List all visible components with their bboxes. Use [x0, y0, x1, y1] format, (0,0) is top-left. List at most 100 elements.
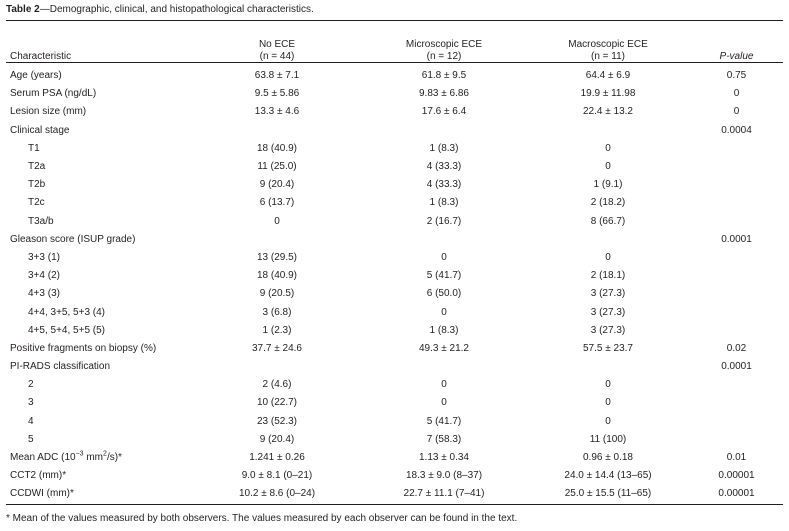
- cell-macro-ece: 11 (100): [589, 433, 627, 445]
- row-label-text: 4+4, 3+5, 5+3 (4): [28, 306, 106, 318]
- cell-micro-ece: 4 (33.3): [426, 161, 462, 173]
- row-label-text: T2c: [28, 197, 45, 209]
- table-row: Lesion size (mm) 13.3 ± 4.6 17.6 ± 6.4 22.4…: [6, 103, 783, 121]
- row-label-text: 4: [28, 415, 34, 427]
- header-micro-ece: Microscopic ECE (n = 12): [362, 27, 526, 63]
- cell-micro-ece: 1 (8.3): [429, 324, 459, 336]
- cell-macro-ece: 57.5 ± 23.7: [583, 342, 633, 354]
- row-label-text: Age (years): [10, 70, 62, 82]
- row-label-text: Mean ADC (10: [10, 452, 76, 464]
- cell-micro-ece: [362, 231, 526, 249]
- cell-macro-ece: 0: [605, 161, 611, 173]
- header-macro-ece-title: Macroscopic ECE: [568, 39, 648, 50]
- row-label: 3+4 (2): [6, 267, 192, 285]
- cell-no-ece: [192, 122, 362, 140]
- row-label: Gleason score (ISUP grade): [6, 231, 192, 249]
- row-label: Mean ADC (10−3 mm2/s)*: [6, 449, 192, 467]
- cell-no-ece: 9 (20.4): [259, 433, 295, 445]
- row-label-text: CCT2 (mm)*: [10, 470, 67, 482]
- row-label-text: 2: [28, 379, 34, 391]
- cell-p-value: [690, 322, 783, 340]
- cell-no-ece: 63.8 ± 7.1: [254, 70, 300, 82]
- table-footnote: * Mean of the values measured by both ob…: [6, 513, 518, 524]
- cell-micro-ece: 17.6 ± 6.4: [421, 106, 467, 118]
- cell-macro-ece: 3 (27.3): [590, 288, 626, 300]
- table-row: T2a 11 (25.0) 4 (33.3) 0: [6, 158, 783, 176]
- header-p-value: P-value: [719, 51, 754, 62]
- table-row: CCT2 (mm)* 9.0 ± 8.1 (0–21) 18.3 ± 9.0 (8–…: [6, 467, 783, 485]
- row-label-exponent: −3: [75, 450, 84, 458]
- row-label-suffix: /s)*: [106, 452, 122, 464]
- table-row: CCDWI (mm)* 10.2 ± 8.6 (0–24) 22.7 ± 11.1 …: [6, 485, 783, 503]
- cell-p-value: 0: [733, 106, 740, 118]
- table-row: 5 9 (20.4) 7 (58.3) 11 (100): [6, 431, 783, 449]
- row-label-text: 3+4 (2): [28, 270, 60, 282]
- row-label: 2: [6, 376, 192, 394]
- cell-no-ece: 2 (4.6): [262, 379, 292, 391]
- row-label-text: T2a: [28, 161, 46, 173]
- cell-no-ece: 23 (52.3): [256, 415, 298, 427]
- top-rule: [6, 20, 783, 21]
- cell-micro-ece: 9.83 ± 6.86: [419, 88, 469, 100]
- row-label: 3: [6, 394, 192, 412]
- cell-no-ece: 37.7 ± 24.6: [252, 342, 302, 354]
- cell-p-value: 0.0004: [721, 124, 752, 136]
- cell-macro-ece: 2 (18.2): [590, 197, 626, 209]
- cell-micro-ece: 0: [441, 379, 447, 391]
- table-row: Age (years) 63.8 ± 7.1 61.8 ± 9.5 64.4 ± 6.…: [6, 63, 783, 85]
- table-caption: Table 2—Demographic, clinical, and histo…: [6, 3, 314, 17]
- cell-micro-ece: 6 (50.0): [426, 288, 462, 300]
- cell-p-value: 0.00001: [718, 488, 755, 500]
- cell-macro-ece: 0: [605, 397, 611, 409]
- row-label: Lesion size (mm): [6, 103, 192, 121]
- cell-no-ece: 1.241 ± 0.26: [249, 452, 305, 464]
- cell-p-value: [690, 394, 783, 412]
- header-no-ece: No ECE (n = 44): [192, 27, 362, 63]
- row-label: 3+3 (1): [6, 249, 192, 267]
- row-label: T1: [6, 140, 192, 158]
- cell-p-value: [690, 194, 783, 212]
- row-label: T2a: [6, 158, 192, 176]
- table-row: 3+4 (2) 18 (40.9) 5 (41.7) 2 (18.1): [6, 267, 783, 285]
- row-label: Clinical stage: [6, 122, 192, 140]
- cell-no-ece: [192, 231, 362, 249]
- cell-macro-ece: 0: [605, 251, 611, 263]
- header-no-ece-title: No ECE: [258, 39, 296, 50]
- cell-micro-ece: 1.13 ± 0.34: [419, 452, 469, 464]
- cell-p-value: 0.75: [726, 70, 747, 82]
- cell-no-ece: 1 (2.3): [262, 324, 292, 336]
- row-label-text: T1: [28, 142, 40, 154]
- table-row: 4+3 (3) 9 (20.5) 6 (50.0) 3 (27.3): [6, 285, 783, 303]
- header-macro-ece: Macroscopic ECE (n = 11): [526, 27, 690, 63]
- header-macro-ece-n: (n = 11): [591, 51, 625, 62]
- row-label: T2c: [6, 194, 192, 212]
- cell-micro-ece: 5 (41.7): [426, 270, 462, 282]
- cell-p-value: [690, 176, 783, 194]
- table-body: Age (years) 63.8 ± 7.1 61.8 ± 9.5 64.4 ± 6.…: [6, 63, 783, 504]
- cell-micro-ece: 22.7 ± 11.1 (7–41): [403, 488, 485, 500]
- table-row: Positive fragments on biopsy (%) 37.7 ± 2…: [6, 340, 783, 358]
- cell-no-ece: 3 (6.8): [262, 306, 292, 318]
- row-label: PI-RADS classification: [6, 358, 192, 376]
- row-label-text: 5: [28, 433, 34, 445]
- header-characteristic: Characteristic: [10, 51, 72, 62]
- table-row: T2c 6 (13.7) 1 (8.3) 2 (18.2): [6, 194, 783, 212]
- cell-no-ece: 13 (29.5): [256, 251, 298, 263]
- cell-p-value: [690, 249, 783, 267]
- table-title: —Demographic, clinical, and histopatholo…: [39, 4, 314, 15]
- table-row: Serum PSA (ng/dL) 9.5 ± 5.86 9.83 ± 6.86 19…: [6, 85, 783, 103]
- cell-micro-ece: 1 (8.3): [429, 197, 459, 209]
- row-label: CCT2 (mm)*: [6, 467, 192, 485]
- row-label-text: T3a/b: [28, 215, 54, 227]
- cell-macro-ece: [526, 231, 690, 249]
- cell-no-ece: 18 (40.9): [256, 142, 298, 154]
- cell-no-ece: 18 (40.9): [256, 270, 298, 282]
- row-label-text: 3: [28, 397, 34, 409]
- cell-macro-ece: 25.0 ± 15.5 (11–65): [564, 488, 652, 500]
- cell-macro-ece: 3 (27.3): [590, 324, 626, 336]
- row-label-text: Positive fragments on biopsy (%): [10, 342, 157, 354]
- header-micro-ece-title: Microscopic ECE: [405, 39, 483, 50]
- cell-macro-ece: 3 (27.3): [590, 306, 626, 318]
- cell-micro-ece: 2 (16.7): [426, 215, 462, 227]
